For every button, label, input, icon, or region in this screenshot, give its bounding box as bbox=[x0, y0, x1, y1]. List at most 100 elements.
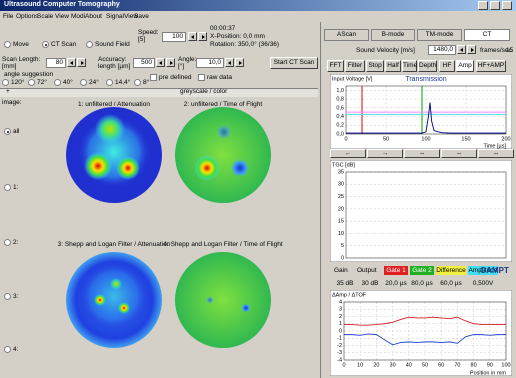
x-tick-label: 100 bbox=[421, 136, 430, 142]
label: frames/sec bbox=[480, 47, 512, 54]
toolbar-button[interactable]: HF+AMP bbox=[476, 60, 506, 72]
spin-button[interactable] bbox=[198, 32, 207, 41]
data-line bbox=[344, 316, 506, 326]
text-input[interactable]: 1480,0 bbox=[428, 45, 456, 55]
checkbox-label: raw data bbox=[207, 74, 232, 81]
spin-button[interactable] bbox=[67, 58, 76, 67]
text-input[interactable]: 80 bbox=[46, 58, 66, 68]
nav-button[interactable]: ⇔ bbox=[441, 149, 477, 158]
radio-button[interactable] bbox=[4, 239, 11, 246]
label: Speed: bbox=[138, 29, 159, 36]
chart-title: Transmission bbox=[405, 76, 446, 83]
chart: 0,0 0,2 0,4 0,6 0,8 1,0 0 50 100 150 200 Input Volt… bbox=[330, 74, 512, 149]
x-tick-label: 20 bbox=[373, 362, 379, 368]
window-control[interactable] bbox=[478, 1, 488, 10]
value: 15 bbox=[506, 47, 514, 54]
radio-button[interactable] bbox=[134, 79, 141, 86]
text-input[interactable]: 10,0 bbox=[196, 58, 224, 68]
menu-item[interactable]: Options bbox=[16, 13, 39, 20]
radio-label: 3: bbox=[13, 293, 19, 300]
spin-button[interactable] bbox=[235, 58, 244, 67]
radio-button[interactable] bbox=[4, 184, 11, 191]
menu-item[interactable]: File bbox=[3, 13, 14, 20]
tab[interactable]: TM-mode bbox=[417, 29, 462, 41]
radio-button[interactable] bbox=[4, 293, 11, 300]
status-text: X-Position: 0,0 mm bbox=[210, 33, 265, 40]
radio-button[interactable] bbox=[4, 346, 11, 353]
radio-label: 72° bbox=[37, 79, 47, 86]
label: [mm] bbox=[2, 63, 17, 70]
spin-button[interactable] bbox=[166, 58, 175, 67]
logo: GAMPT bbox=[480, 266, 509, 275]
radio-label: 1: bbox=[13, 184, 19, 191]
radio-label: 4: bbox=[13, 346, 19, 353]
label: image: bbox=[2, 99, 22, 106]
radio-button[interactable] bbox=[28, 79, 35, 86]
menu-item[interactable]: Save bbox=[134, 13, 149, 20]
tab[interactable]: B-mode bbox=[371, 29, 415, 41]
y-tick-label: 1 bbox=[339, 321, 342, 327]
menu-item[interactable]: SignalView bbox=[106, 13, 139, 20]
toolbar-button[interactable]: Half bbox=[385, 60, 401, 72]
toolbar-button[interactable]: HF bbox=[439, 60, 455, 72]
gain-value: 0,500V bbox=[472, 280, 494, 287]
radio-button[interactable] bbox=[2, 79, 9, 86]
toolbar-button[interactable]: Stop bbox=[366, 60, 384, 72]
radio-button[interactable] bbox=[54, 79, 61, 86]
radio-label: 120° bbox=[11, 79, 25, 86]
toolbar-button[interactable]: Depth bbox=[418, 60, 437, 72]
y-tick-label: -3 bbox=[337, 350, 342, 356]
window-control[interactable] bbox=[502, 1, 512, 10]
spin-button[interactable] bbox=[457, 45, 466, 54]
nav-button[interactable]: ⇔ bbox=[404, 149, 440, 158]
y-tick-label: 20 bbox=[338, 206, 344, 212]
button[interactable]: Start CT Scan bbox=[270, 57, 318, 69]
menu-item[interactable]: Scale bbox=[37, 13, 54, 20]
radio-button[interactable] bbox=[42, 41, 49, 48]
checkbox[interactable] bbox=[150, 74, 157, 81]
radio-button[interactable] bbox=[106, 79, 113, 86]
gain-label: Difference bbox=[436, 266, 466, 275]
toolbar-button[interactable]: FFT bbox=[327, 60, 344, 72]
gain-value: 30 dB bbox=[361, 280, 379, 287]
x-tick-label: 100 bbox=[501, 362, 510, 368]
y-tick-label: 0,0 bbox=[336, 131, 344, 137]
x-axis-label: Time [µs] bbox=[483, 143, 506, 149]
spin-button[interactable] bbox=[188, 32, 197, 41]
tab[interactable]: AScan bbox=[324, 29, 369, 41]
title-bar: Ultrasound Computer Tomography bbox=[0, 0, 516, 11]
nav-button[interactable]: → bbox=[367, 149, 403, 158]
radio-button[interactable] bbox=[80, 79, 87, 86]
text-input[interactable]: 500 bbox=[133, 58, 155, 68]
toolbar-button[interactable]: Amp bbox=[456, 60, 474, 72]
radio-button[interactable] bbox=[4, 128, 11, 135]
header-label: greyscale / color bbox=[180, 88, 228, 95]
window-control[interactable] bbox=[490, 1, 500, 10]
y-tick-label: 0,8 bbox=[336, 97, 344, 103]
text-input[interactable]: 100 bbox=[162, 32, 186, 42]
y-tick-label: 3 bbox=[339, 307, 342, 313]
menu-item[interactable]: View bbox=[55, 13, 69, 20]
spin-button[interactable] bbox=[467, 45, 476, 54]
radio-button[interactable] bbox=[86, 41, 93, 48]
nav-button[interactable]: ← bbox=[330, 149, 366, 158]
spin-button[interactable] bbox=[225, 58, 234, 67]
data-line bbox=[346, 102, 506, 134]
tab[interactable]: CT bbox=[464, 29, 510, 41]
menu-item[interactable]: About bbox=[85, 13, 102, 20]
menu-item[interactable]: Modi bbox=[71, 13, 86, 20]
toolbar-button[interactable]: Filter bbox=[345, 60, 365, 72]
nav-button[interactable]: ⇔ bbox=[478, 149, 514, 158]
checkbox[interactable] bbox=[198, 74, 205, 81]
plot-frame bbox=[345, 171, 507, 259]
toolbar-button[interactable]: Time bbox=[402, 60, 417, 72]
spin-button[interactable] bbox=[77, 58, 86, 67]
y-axis-label: ΔAmp / ΔTOF bbox=[332, 292, 367, 298]
expand-button[interactable]: + bbox=[6, 88, 10, 95]
spin-button[interactable] bbox=[156, 58, 165, 67]
y-tick-label: 0 bbox=[341, 255, 344, 261]
radio-button[interactable] bbox=[4, 41, 11, 48]
gain-value: 60,0 µs bbox=[440, 280, 462, 287]
label: angle suggestion bbox=[4, 71, 54, 78]
